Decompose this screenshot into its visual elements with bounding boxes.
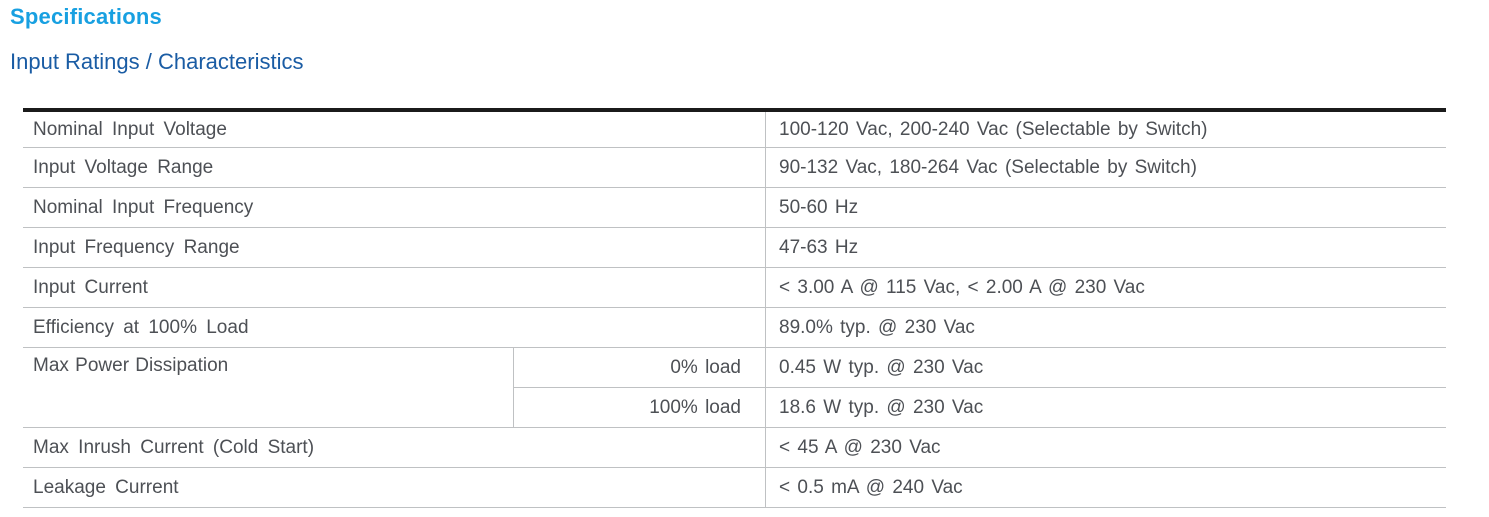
subsection-title: Input Ratings / Characteristics xyxy=(10,49,304,74)
row-condition: 0% load xyxy=(513,348,765,388)
table-row: Efficiency at 100% Load 89.0% typ. @ 230… xyxy=(23,308,1446,348)
table-row: Max Power Dissipation 0% load 0.45 W typ… xyxy=(23,348,1446,428)
row-label: Efficiency at 100% Load xyxy=(23,308,765,348)
row-condition: 100% load xyxy=(513,388,765,428)
table-row: Input Frequency Range 47-63 Hz xyxy=(23,228,1446,268)
row-value: 100-120 Vac, 200-240 Vac (Selectable by … xyxy=(765,112,1446,148)
row-value: < 3.00 A @ 115 Vac, < 2.00 A @ 230 Vac xyxy=(765,268,1446,308)
table-row: Nominal Input Frequency 50-60 Hz xyxy=(23,188,1446,228)
table-row: Nominal Input Voltage 100-120 Vac, 200-2… xyxy=(23,112,1446,148)
row-value: 50-60 Hz xyxy=(765,188,1446,228)
row-value: < 45 A @ 230 Vac xyxy=(765,428,1446,468)
row-value: 47-63 Hz xyxy=(765,228,1446,268)
spec-table: Nominal Input Voltage 100-120 Vac, 200-2… xyxy=(23,112,1446,508)
row-value: 0.45 W typ. @ 230 Vac xyxy=(765,348,1446,388)
row-value: 18.6 W typ. @ 230 Vac xyxy=(765,388,1446,428)
table-subrow: 100% load 18.6 W typ. @ 230 Vac xyxy=(23,388,1446,428)
row-label: Leakage Current xyxy=(23,468,765,508)
row-label: Nominal Input Frequency xyxy=(23,188,765,228)
row-label: Max Inrush Current (Cold Start) xyxy=(23,428,765,468)
table-row: Leakage Current < 0.5 mA @ 240 Vac xyxy=(23,468,1446,508)
row-label: Input Frequency Range xyxy=(23,228,765,268)
row-value: 90-132 Vac, 180-264 Vac (Selectable by S… xyxy=(765,148,1446,188)
table-row: Input Voltage Range 90-132 Vac, 180-264 … xyxy=(23,148,1446,188)
row-value: 89.0% typ. @ 230 Vac xyxy=(765,308,1446,348)
spec-table-container: Nominal Input Voltage 100-120 Vac, 200-2… xyxy=(23,108,1446,508)
row-label: Input Current xyxy=(23,268,765,308)
row-label: Nominal Input Voltage xyxy=(23,112,765,148)
section-title: Specifications xyxy=(10,4,162,29)
table-row: Max Inrush Current (Cold Start) < 45 A @… xyxy=(23,428,1446,468)
row-label: Input Voltage Range xyxy=(23,148,765,188)
row-value: < 0.5 mA @ 240 Vac xyxy=(765,468,1446,508)
table-row: Input Current < 3.00 A @ 115 Vac, < 2.00… xyxy=(23,268,1446,308)
row-label: Max Power Dissipation xyxy=(23,348,513,428)
